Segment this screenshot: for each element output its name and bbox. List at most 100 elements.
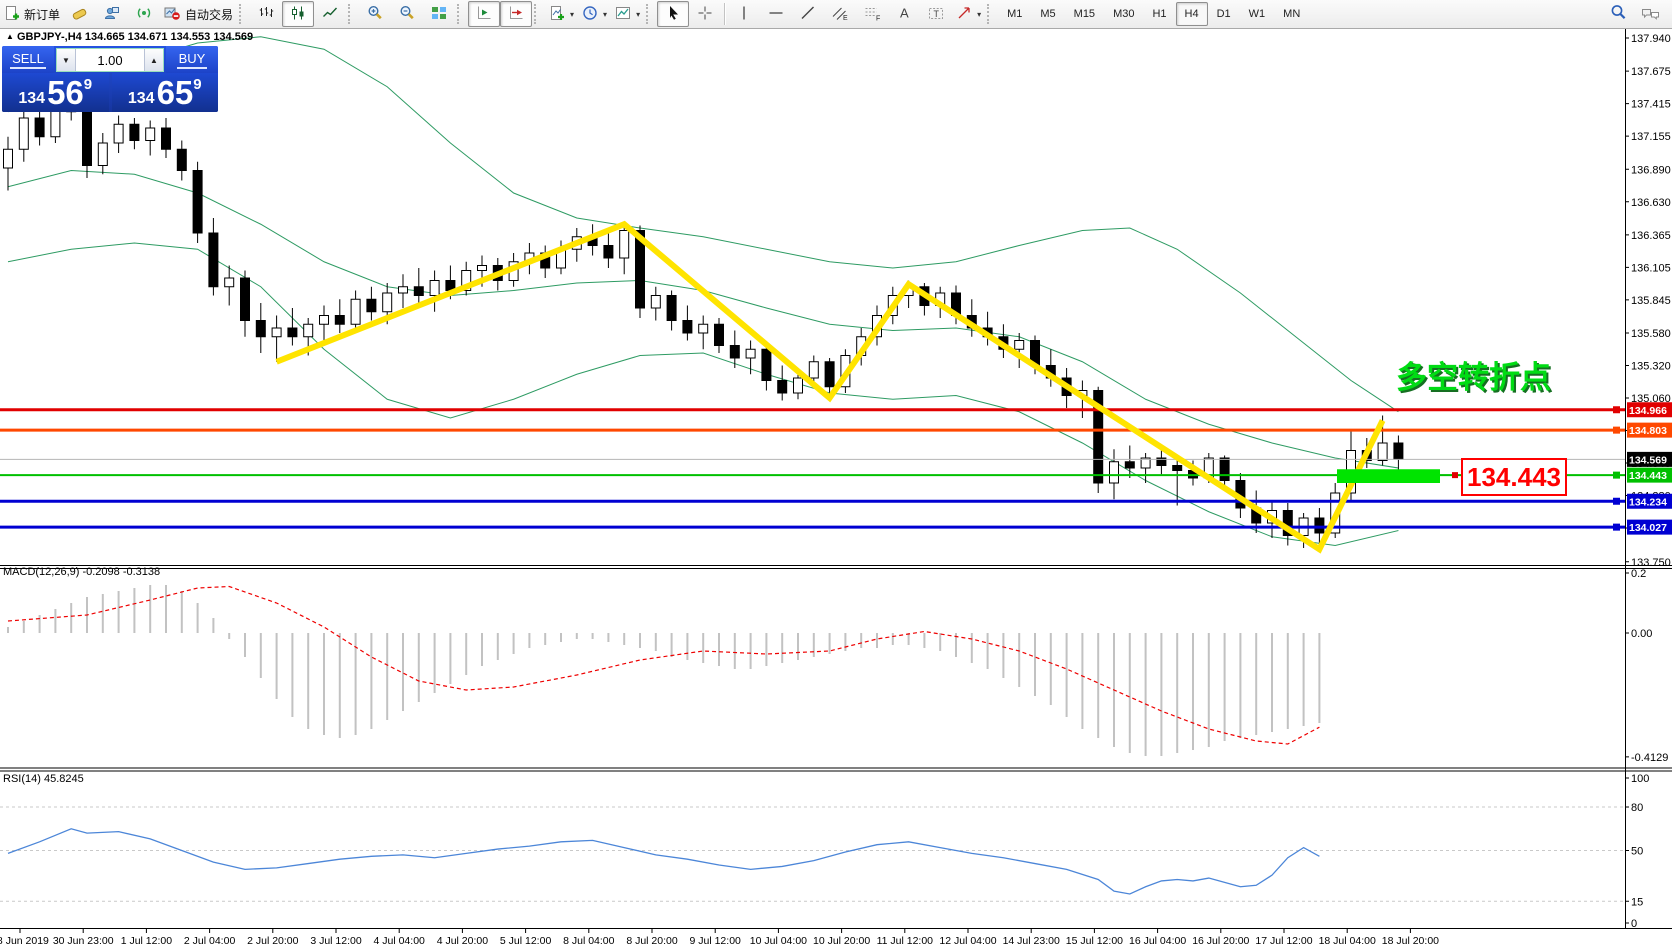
highlight-zone[interactable] [1337, 469, 1440, 483]
search-button[interactable] [1602, 1, 1634, 27]
timeframe-M15[interactable]: M15 [1073, 8, 1096, 20]
fibonacci-button[interactable]: F [856, 1, 888, 27]
chart-symbol-title[interactable]: ▲ GBPJPY-,H4 134.665 134.671 134.553 134… [6, 31, 253, 43]
new-order-button[interactable]: 新订单 [0, 1, 64, 27]
vertical-line-icon [736, 5, 752, 23]
sell-button[interactable]: SELL [2, 46, 54, 73]
search-icon [1610, 4, 1627, 24]
bar-chart-button[interactable] [250, 1, 282, 27]
svg-text:137.155: 137.155 [1631, 131, 1671, 143]
chat-button[interactable] [1634, 1, 1666, 27]
svg-text:10 Jul 04:00: 10 Jul 04:00 [750, 935, 807, 947]
svg-text:30 Jun 23:00: 30 Jun 23:00 [53, 935, 114, 947]
chart-shift-button[interactable] [468, 1, 501, 27]
fibonacci-icon: F [864, 5, 881, 24]
sounds-button[interactable] [128, 1, 160, 27]
price-callout-box[interactable]: 134.443 [1461, 458, 1567, 496]
buy-price[interactable]: 134 65 9 [111, 73, 218, 112]
candle [698, 323, 709, 334]
candle [1172, 465, 1183, 471]
svg-text:134.027: 134.027 [1629, 522, 1667, 534]
candles-layer [3, 78, 1404, 548]
volume-increase-button[interactable]: ▲ [144, 49, 163, 71]
toolbar-grip [987, 4, 996, 24]
timeframe-W1[interactable]: W1 [1248, 8, 1266, 20]
timeframe-H4[interactable]: H4 [1175, 2, 1208, 26]
timeframe-H1[interactable]: H1 [1152, 8, 1167, 20]
buy-button[interactable]: BUY [166, 46, 218, 73]
collapse-ohlc-icon[interactable]: ▲ [6, 32, 14, 41]
price-axis[interactable]: 137.940 137.675 137.415 137.155 136.890 136.6… [1625, 33, 1671, 569]
templates-button[interactable]: ▾ [611, 1, 644, 27]
tile-windows-button[interactable] [423, 1, 455, 27]
equidistant-channel-button[interactable]: E [824, 1, 856, 27]
macd-panel[interactable]: 0.2 0.00 -0.4129 [7, 568, 1668, 764]
svg-text:-0.4129: -0.4129 [1631, 752, 1668, 764]
line-chart-button[interactable] [314, 1, 346, 27]
arrows-button[interactable]: ▾ [952, 1, 985, 27]
zoom-out-button[interactable] [391, 1, 423, 27]
text-label-icon: T [928, 5, 944, 24]
candle [1219, 457, 1230, 481]
equidistant-channel-icon: E [832, 5, 849, 24]
timeframe-MN[interactable]: MN [1283, 8, 1301, 20]
svg-text:135.320: 135.320 [1631, 361, 1671, 373]
volume-stepper: ▼ 1.00 ▲ [56, 48, 164, 72]
candle [303, 323, 314, 338]
sell-price[interactable]: 134 56 9 [2, 73, 109, 112]
auto-scroll-button[interactable] [500, 1, 533, 27]
zoom-in-button[interactable] [359, 1, 391, 27]
auto-trading-button[interactable]: 自动交易 [160, 1, 237, 27]
cursor-button[interactable] [657, 1, 690, 27]
periods-button[interactable]: ▾ [578, 1, 611, 27]
text-button[interactable]: A [888, 1, 920, 27]
svg-text:12 Jul 04:00: 12 Jul 04:00 [939, 935, 996, 947]
candle [176, 148, 187, 171]
volume-input[interactable]: 1.00 [97, 52, 123, 68]
rsi-panel[interactable]: 100 80 50 15 0 [0, 773, 1649, 930]
time-axis[interactable]: 28 Jun 2019 30 Jun 23:00 1 Jul 12:00 2 Jul … [0, 928, 1439, 947]
svg-text:15 Jul 12:00: 15 Jul 12:00 [1066, 935, 1123, 947]
volume-decrease-button[interactable]: ▼ [57, 49, 76, 71]
trendline-button[interactable] [792, 1, 824, 27]
one-click-trading-panel: SELL ▼ 1.00 ▲ BUY 134 56 9 134 65 9 [2, 46, 218, 112]
profiles-icon [104, 5, 120, 24]
svg-text:136.365: 136.365 [1631, 230, 1671, 242]
candlestick-chart-button[interactable] [282, 1, 315, 27]
candle [334, 315, 345, 325]
profiles-button[interactable] [96, 1, 128, 27]
text-label-button[interactable]: T [920, 1, 952, 27]
candle [1140, 457, 1151, 469]
timeframe-M30[interactable]: M30 [1113, 8, 1135, 20]
macd-signal-line [7, 585, 1320, 745]
svg-text:2 Jul 04:00: 2 Jul 04:00 [184, 935, 236, 947]
svg-text:137.415: 137.415 [1631, 99, 1671, 111]
candle [666, 295, 677, 321]
timeframe-D1[interactable]: D1 [1216, 8, 1231, 20]
vertical-line-button[interactable] [728, 1, 760, 27]
toolbar-grip [457, 4, 466, 24]
horizontal-lines[interactable]: 134.966 134.803 134.443 134.234 134.027 [0, 402, 1672, 535]
chart-annotation-text[interactable]: 多空转折点 [1396, 360, 1551, 395]
candle [350, 298, 361, 325]
zigzag-trendlines[interactable] [275, 220, 1386, 554]
crosshair-button[interactable] [689, 1, 721, 27]
indicators-button[interactable]: ▾ [545, 1, 578, 27]
macd-indicator-label: MACD(12,26,9) -0.2098 -0.3138 [3, 566, 161, 578]
symbol-ohlc-values: 134.665 134.671 134.553 134.569 [84, 31, 254, 43]
candle [793, 377, 803, 394]
timeframe-M5[interactable]: M5 [1040, 8, 1056, 20]
symbol-name: GBPJPY-,H4 [16, 31, 82, 43]
auto-trading-icon [164, 5, 181, 24]
bollinger-upper-line [7, 36, 1399, 413]
svg-text:137.940: 137.940 [1631, 33, 1671, 45]
svg-text:80: 80 [1631, 802, 1643, 814]
svg-text:134.966: 134.966 [1629, 405, 1667, 417]
tile-windows-icon [431, 5, 447, 24]
horizontal-line-button[interactable] [760, 1, 792, 27]
new-chart-button[interactable] [64, 1, 96, 27]
timeframe-M1[interactable]: M1 [1007, 8, 1023, 20]
candle [398, 286, 408, 294]
candle [1093, 390, 1104, 484]
